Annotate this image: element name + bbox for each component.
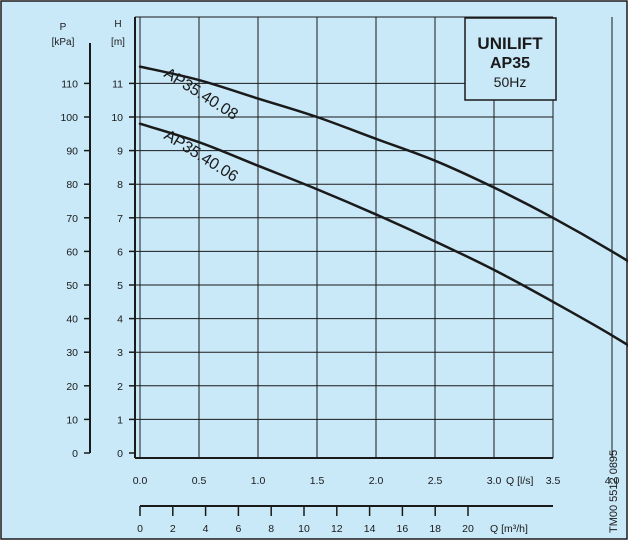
head-tick-label: 5 [117,280,123,292]
tick-labels: 0123456789101101020304050607080901001100… [60,78,620,535]
pressure-axis-unit: [kPa] [52,37,75,48]
flow-ls-tick-label: 2.5 [428,475,443,487]
flow-ls-tick-label: 1.5 [310,475,325,487]
flow-m3h-tick-label: 12 [331,523,343,535]
head-tick-label: 1 [117,414,123,426]
pressure-tick-label: 100 [60,112,78,124]
flow-m3h-tick-label: 10 [298,523,310,535]
title-box-line3: 50Hz [494,74,527,90]
pressure-tick-label: 80 [66,179,78,191]
flow-ls-tick-label: 3.5 [546,475,561,487]
tick-marks [84,82,469,516]
flow-m3h-tick-label: 8 [268,523,274,535]
head-tick-label: 9 [117,146,123,158]
flow-ls-axis-unit: Q [l/s] [506,475,534,487]
head-axis-label: H [114,19,121,30]
series-line-1 [138,122,628,347]
pressure-tick-label: 10 [66,414,78,426]
axes [89,17,553,507]
series [138,65,628,347]
title-box: UNILIFT AP35 50Hz [464,17,557,101]
pressure-tick-label: 110 [61,78,78,90]
pressure-tick-label: 20 [66,381,78,393]
flow-m3h-tick-label: 16 [397,523,409,535]
pressure-tick-label: 60 [66,246,78,258]
flow-m3h-tick-label: 14 [364,523,376,535]
pressure-tick-label: 90 [66,146,78,158]
head-axis-unit: [m] [111,37,125,48]
pressure-tick-label: 0 [72,448,78,460]
flow-m3h-tick-label: 0 [137,523,143,535]
pressure-tick-label: 50 [66,280,78,292]
title-box-line2: AP35 [490,55,530,72]
flow-ls-tick-label: 0.5 [192,475,207,487]
title-box-line1: UNILIFT [477,34,543,53]
pressure-tick-label: 40 [66,314,78,326]
flow-ls-tick-label: 4.0 [605,475,620,487]
head-tick-label: 7 [117,213,123,225]
flow-m3h-tick-label: 2 [170,523,176,535]
flow-m3h-axis-unit: Q [m³/h] [490,523,528,535]
head-tick-label: 0 [117,448,123,460]
head-tick-label: 2 [117,381,123,393]
pressure-tick-label: 30 [66,347,78,359]
head-tick-label: 10 [111,112,123,124]
flow-m3h-tick-label: 20 [462,523,474,535]
head-tick-label: 8 [117,179,123,191]
flow-ls-tick-label: 3.0 [487,475,502,487]
pressure-axis-label: P [60,22,67,33]
series-line-0 [138,65,628,263]
flow-ls-tick-label: 2.0 [369,475,384,487]
flow-ls-tick-label: 0.0 [133,475,148,487]
head-tick-label: 3 [117,347,123,359]
title-box-frame [464,17,557,101]
head-tick-label: 4 [117,314,123,326]
head-tick-label: 6 [117,246,123,258]
document-code: TM00 5512 0895 [608,450,620,533]
flow-m3h-tick-label: 6 [235,523,241,535]
flow-m3h-tick-label: 4 [203,523,209,535]
flow-m3h-tick-label: 18 [429,523,441,535]
flow-ls-tick-label: 1.0 [251,475,266,487]
pressure-tick-label: 70 [66,213,78,225]
head-tick-label: 11 [112,78,123,90]
